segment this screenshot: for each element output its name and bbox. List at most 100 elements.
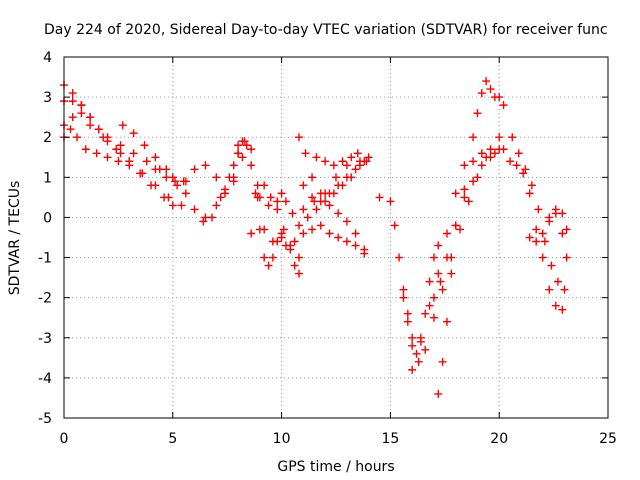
data-point xyxy=(460,193,469,202)
series-track-22 xyxy=(506,157,567,314)
data-point xyxy=(486,85,495,94)
data-point xyxy=(425,277,434,286)
data-point xyxy=(281,241,290,250)
data-point xyxy=(312,205,321,214)
data-point xyxy=(308,225,317,234)
data-point xyxy=(429,253,438,262)
data-point xyxy=(112,145,121,154)
data-point xyxy=(251,189,260,198)
y-tick-label: -1 xyxy=(38,251,52,267)
data-point xyxy=(277,189,286,198)
data-point xyxy=(190,205,199,214)
data-point xyxy=(442,229,451,238)
data-point xyxy=(168,201,177,210)
data-point xyxy=(181,189,190,198)
data-point xyxy=(408,341,417,350)
data-point xyxy=(490,149,499,158)
data-point xyxy=(473,109,482,118)
x-tick-label: 25 xyxy=(599,431,617,447)
data-point xyxy=(451,189,460,198)
data-point xyxy=(538,229,547,238)
data-point xyxy=(279,225,288,234)
axis-ticks: 0 5 10 15 20 25 -5 -4 -3 -2 -1 0 1 2 3 4 xyxy=(38,50,617,447)
data-point xyxy=(66,125,75,134)
data-point xyxy=(301,149,310,158)
data-point xyxy=(99,133,108,142)
data-point xyxy=(416,333,425,342)
series-track-05 xyxy=(118,121,243,226)
data-point xyxy=(456,225,465,234)
data-point xyxy=(434,269,443,278)
data-point xyxy=(290,237,299,246)
data-point xyxy=(316,221,325,230)
data-point xyxy=(81,145,90,154)
series-track-14 xyxy=(299,149,371,214)
data-point xyxy=(238,153,247,162)
data-point xyxy=(477,149,486,158)
data-point xyxy=(390,221,399,230)
data-point xyxy=(495,133,504,142)
data-point xyxy=(329,161,338,170)
data-point xyxy=(247,229,256,238)
data-point xyxy=(486,153,495,162)
data-point xyxy=(190,165,199,174)
data-points xyxy=(60,77,571,398)
series-track-21 xyxy=(508,133,569,294)
data-point xyxy=(177,201,186,210)
data-point xyxy=(460,185,469,194)
series-track-23 xyxy=(525,209,571,262)
data-point xyxy=(295,133,304,142)
data-point xyxy=(255,193,264,202)
data-point xyxy=(136,169,145,178)
data-point xyxy=(519,169,528,178)
data-point xyxy=(281,197,290,206)
data-point xyxy=(375,193,384,202)
data-point xyxy=(160,193,169,202)
data-point xyxy=(525,189,534,198)
data-point xyxy=(94,125,103,134)
data-point xyxy=(212,173,221,182)
series-track-07 xyxy=(201,137,286,270)
data-point xyxy=(129,129,138,138)
data-point xyxy=(562,225,571,234)
data-point xyxy=(92,149,101,158)
data-point xyxy=(86,121,95,130)
data-point xyxy=(299,181,308,190)
data-point xyxy=(247,161,256,170)
data-point xyxy=(438,285,447,294)
series-track-18 xyxy=(408,77,508,374)
data-point xyxy=(342,217,351,226)
data-point xyxy=(216,193,225,202)
data-point xyxy=(295,269,304,278)
y-tick-label: 2 xyxy=(43,130,52,146)
data-point xyxy=(308,193,317,202)
y-tick-label: -4 xyxy=(38,371,52,387)
data-point xyxy=(170,177,179,186)
data-point xyxy=(334,233,343,242)
data-point xyxy=(288,209,297,218)
series-track-09 xyxy=(247,181,304,278)
data-point xyxy=(360,245,369,254)
data-point xyxy=(495,145,504,154)
data-point xyxy=(321,157,330,166)
data-point xyxy=(408,365,417,374)
y-tick-label: 0 xyxy=(43,210,52,226)
data-point xyxy=(229,173,238,182)
data-point xyxy=(162,173,171,182)
data-point xyxy=(442,253,451,262)
y-tick-label: -3 xyxy=(38,331,52,347)
data-point xyxy=(532,237,541,246)
data-point xyxy=(429,313,438,322)
data-point xyxy=(558,305,567,314)
data-point xyxy=(460,161,469,170)
data-point xyxy=(234,149,243,158)
data-point xyxy=(551,205,560,214)
data-point xyxy=(551,301,560,310)
data-point xyxy=(303,213,312,222)
data-point xyxy=(486,145,495,154)
data-point xyxy=(386,197,395,206)
series-track-20 xyxy=(429,145,504,302)
data-point xyxy=(521,165,530,174)
data-point xyxy=(181,177,190,186)
x-tick-label: 10 xyxy=(273,431,291,447)
